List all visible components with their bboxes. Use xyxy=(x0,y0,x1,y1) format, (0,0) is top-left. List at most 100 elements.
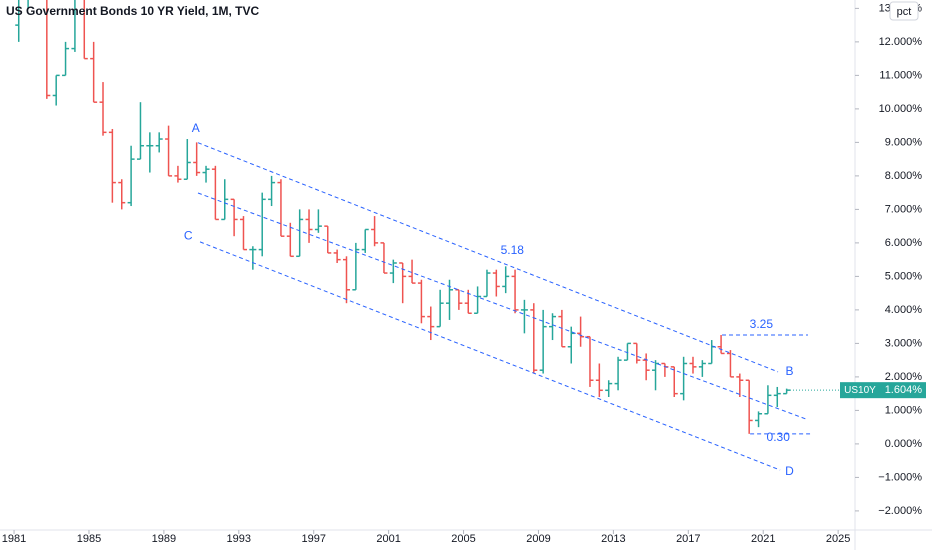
ohlc-bar xyxy=(745,379,753,434)
trend-line xyxy=(197,192,809,421)
annotation-label: C xyxy=(184,228,193,242)
ohlc-bar xyxy=(83,0,88,60)
ohlc-bar xyxy=(605,380,613,397)
ohlc-bar xyxy=(277,179,285,237)
ohlc-bar xyxy=(108,128,116,203)
ohlc-bar xyxy=(511,269,519,314)
ohlc-bar xyxy=(399,262,407,304)
ohlc-bar xyxy=(680,356,688,401)
ohlc-bar xyxy=(127,145,135,207)
ohlc-bar xyxy=(577,316,585,347)
x-tick-label: 2001 xyxy=(376,533,400,545)
unit-button[interactable] xyxy=(889,1,919,21)
ohlc-bar xyxy=(249,246,257,270)
x-tick-label: 2013 xyxy=(601,533,625,545)
ohlc-bar xyxy=(520,299,528,334)
ohlc-bar xyxy=(174,165,182,183)
x-tick-label: 1989 xyxy=(152,533,176,545)
ohlc-bar xyxy=(314,209,322,233)
ohlc-bar xyxy=(52,74,60,106)
ohlc-bar xyxy=(136,102,144,160)
ohlc-bar xyxy=(717,335,725,355)
ohlc-bar xyxy=(764,385,772,415)
ohlc-bar xyxy=(211,165,219,221)
ohlc-bar xyxy=(726,350,734,378)
x-tick-label: 1997 xyxy=(301,533,325,545)
annotation-label: D xyxy=(785,464,794,478)
ohlc-bar xyxy=(614,356,622,391)
ohlc-bar xyxy=(633,342,641,364)
y-tick-label: 12.000% xyxy=(879,36,923,48)
y-tick-label: 9.000% xyxy=(885,136,923,148)
ohlc-bar xyxy=(436,289,444,328)
x-tick-label: 2017 xyxy=(676,533,700,545)
ohlc-bar xyxy=(549,313,557,341)
plot-area: A B C D 5.18 3.25 0.30 xyxy=(15,0,811,478)
ohlc-bar xyxy=(305,209,313,243)
ohlc-bar xyxy=(623,342,631,361)
ohlc-bar xyxy=(286,222,294,258)
y-tick-label: 2.000% xyxy=(885,371,923,383)
y-tick-label: 4.000% xyxy=(885,304,923,316)
ohlc-bar xyxy=(736,373,744,397)
y-tick-label: −1.000% xyxy=(878,471,922,483)
ohlc-bar xyxy=(689,356,697,374)
y-tick-label: 5.000% xyxy=(885,270,923,282)
annotation-label: 5.18 xyxy=(501,243,525,257)
ohlc-bar xyxy=(371,216,379,247)
y-tick-label: −2.000% xyxy=(878,505,922,517)
ohlc-bar xyxy=(155,132,163,153)
x-tick-label: 1985 xyxy=(77,533,101,545)
ohlc-bar xyxy=(361,228,369,253)
price-badge-label: 1.604% xyxy=(885,384,923,396)
y-tick-label: 8.000% xyxy=(885,170,923,182)
ohlc-bar xyxy=(595,363,603,397)
chart-title: US Government Bonds 10 YR Yield, 1M, TVC xyxy=(6,4,260,18)
ohlc-bar xyxy=(773,386,781,408)
ohlc-bar xyxy=(502,266,510,294)
annotation-label: B xyxy=(785,364,793,378)
ohlc-bar xyxy=(389,259,397,284)
ohlc-bar xyxy=(586,335,594,387)
symbol-badge xyxy=(840,382,880,399)
ohlc-bar xyxy=(62,41,70,77)
ohlc-bar xyxy=(268,175,276,207)
ohlc-bar xyxy=(539,309,547,374)
y-tick-label: 1.000% xyxy=(885,404,923,416)
ohlc-bar xyxy=(427,306,435,341)
ohlc-bar xyxy=(202,165,210,183)
ohlc-bar xyxy=(380,242,388,274)
ohlc-bar xyxy=(530,303,538,374)
ohlc-bar xyxy=(239,216,247,251)
trend-line xyxy=(199,241,781,471)
ohlc-bar xyxy=(342,256,350,304)
annotation-label: A xyxy=(192,121,200,135)
y-tick-label: 0.000% xyxy=(885,438,923,450)
ohlc-bar xyxy=(99,82,107,136)
unit-button-label[interactable]: pct xyxy=(897,6,912,18)
annotation-label: 3.25 xyxy=(750,317,774,331)
ohlc-bar xyxy=(71,0,76,52)
ohlc-bar xyxy=(698,360,706,377)
ohlc-bar xyxy=(352,242,360,291)
x-tick-label: 2005 xyxy=(451,533,475,545)
ohlc-bar xyxy=(483,269,491,298)
ohlc-bar xyxy=(324,225,332,254)
x-tick-label: 2025 xyxy=(826,533,850,545)
symbol-badge-label: US10Y xyxy=(844,385,876,396)
axes: −2.000% −1.000% 0.000% 1.000% 2.000% 3.000% 4.… xyxy=(2,2,922,545)
annotation-label: 0.30 xyxy=(767,430,791,444)
ohlc-bar xyxy=(15,0,20,42)
ohlc-bar xyxy=(46,0,51,99)
ohlc-bar xyxy=(296,209,304,258)
ohlc-bar xyxy=(670,366,678,397)
trend-line xyxy=(197,142,779,373)
y-tick-label: 6.000% xyxy=(885,237,923,249)
ohlc-bar xyxy=(230,198,238,237)
ohlc-bar xyxy=(783,388,791,395)
ohlc-bar xyxy=(474,286,482,314)
ohlc-bar xyxy=(193,142,201,176)
ohlc-bar xyxy=(90,41,98,103)
ohlc-bar xyxy=(118,179,126,210)
